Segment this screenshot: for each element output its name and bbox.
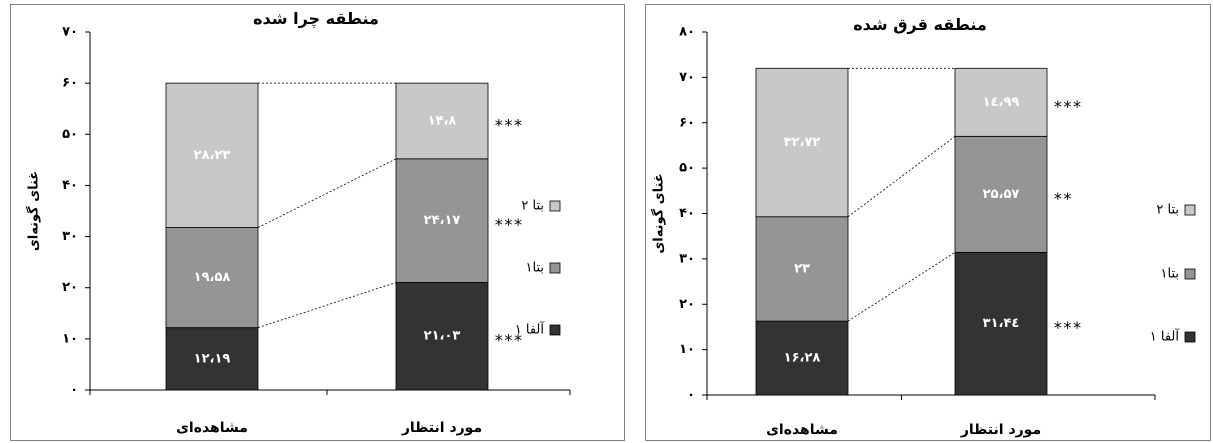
chart-frame xyxy=(645,4,1211,441)
bar-segment xyxy=(165,82,259,228)
bar-segment xyxy=(755,67,849,218)
y-tick-label: ۴۰ xyxy=(62,178,78,193)
bar-segment xyxy=(395,158,489,283)
legend-swatch xyxy=(1184,331,1196,343)
bar-data-label: ۱۶،۲۸ xyxy=(784,351,821,366)
significance-label: *** xyxy=(494,331,523,350)
significance-label: *** xyxy=(1053,97,1082,116)
bar-segment xyxy=(395,282,489,391)
bar-segment xyxy=(395,82,489,160)
legend-swatch xyxy=(1184,268,1196,280)
legend-label: بتا۱ xyxy=(1161,267,1180,282)
legend-label: بتا۱ xyxy=(526,261,545,276)
bar-segment xyxy=(954,135,1048,253)
legend-label: بتا ۲ xyxy=(1156,203,1179,218)
bar-data-label: ۱۲،۱۹ xyxy=(194,351,231,366)
legend-label: آلفا ۱ xyxy=(1150,328,1181,345)
significance-label: *** xyxy=(494,115,523,134)
y-tick-label: ۸۰ xyxy=(679,25,695,40)
bar-data-label: ۱۴،۸ xyxy=(428,113,457,128)
bar-segment xyxy=(954,67,1048,137)
x-category-label: مورد انتظار xyxy=(401,420,482,436)
y-tick-label: ۴۰ xyxy=(679,206,695,221)
y-axis-label: غنای گونه‌ای xyxy=(26,171,42,251)
y-tick-label: ۵۰ xyxy=(62,127,78,142)
significance-label: *** xyxy=(494,215,523,234)
bar-segment xyxy=(165,327,259,391)
y-tick-label: ۰ xyxy=(687,388,695,403)
legend-swatch xyxy=(1184,204,1196,216)
chart-svg: منطقه قرق شده غنای گونه‌ای ۰ ۱۰ ۲۰ ۳۰ ۴۰ ۵۰ ۶۰ ۷۰… xyxy=(645,4,1211,441)
series-connector-line xyxy=(257,282,397,329)
legend-swatch xyxy=(549,324,561,336)
y-tick-label: ۳۰ xyxy=(62,229,78,244)
x-category-label: مشاهده‌ای xyxy=(766,422,838,438)
y-tick-label: ۷۰ xyxy=(62,25,78,40)
legend-label: بتا ۲ xyxy=(521,199,544,214)
bar-data-label: ۳۲،۷۲ xyxy=(784,135,821,150)
chart-panel-grazed: منطقه چرا شده غنای گونه‌ای ۰ ۱۰ ۲۰ ۳۰ ۴۰ ۵۰ ۶۰ ۷۰… xyxy=(10,0,625,441)
y-axis-label: غنای گونه‌ای xyxy=(651,173,667,253)
bar-segment xyxy=(755,216,849,322)
significance-label: ** xyxy=(1053,189,1072,208)
bar-data-label: ۱۹،۵۸ xyxy=(194,270,231,285)
bar-data-label: ۲۸،۲۳ xyxy=(194,148,231,163)
y-tick-label: ۰ xyxy=(70,383,78,398)
legend-label: آلفا ۱ xyxy=(515,321,546,338)
y-tick-label: ۱۰ xyxy=(679,342,695,357)
chart-panel-enclosed: منطقه قرق شده غنای گونه‌ای ۰ ۱۰ ۲۰ ۳۰ ۴۰ ۵۰ ۶۰ ۷۰… xyxy=(645,0,1211,441)
x-category-label: مشاهده‌ای xyxy=(176,420,248,436)
bar-segment xyxy=(954,251,1048,396)
series-connector-line xyxy=(257,158,397,228)
y-tick-label: ۶۰ xyxy=(679,115,695,130)
significance-label: *** xyxy=(1053,318,1082,337)
bar-data-label: ۲۱،۰۳ xyxy=(424,329,461,344)
bar-segment xyxy=(165,227,259,329)
bar-segment xyxy=(755,320,849,396)
legend-swatch xyxy=(549,262,561,274)
bar-data-label: ۱٤،۹۹ xyxy=(983,95,1020,110)
y-tick-label: ۶۰ xyxy=(62,76,78,91)
bar-data-label: ۲۳ xyxy=(794,261,810,276)
bar-data-label: ۳۱،۴٤ xyxy=(983,316,1020,331)
chart-title: منطقه قرق شده xyxy=(853,15,987,34)
y-tick-label: ۱۰ xyxy=(62,331,78,346)
legend-swatch xyxy=(549,200,561,212)
bar-data-label: ۲۴،۱۷ xyxy=(424,213,461,228)
chart-title: منطقه چرا شده xyxy=(253,9,379,29)
y-tick-label: ۳۰ xyxy=(679,251,695,266)
chart-frame xyxy=(10,4,625,441)
y-tick-label: ۲۰ xyxy=(679,297,695,312)
y-tick-label: ۷۰ xyxy=(679,70,695,85)
chart-svg: منطقه چرا شده غنای گونه‌ای ۰ ۱۰ ۲۰ ۳۰ ۴۰ ۵۰ ۶۰ ۷۰… xyxy=(10,4,625,441)
bar-data-label: ۲۵،۵۷ xyxy=(983,187,1020,202)
x-category-label: مورد انتظار xyxy=(960,422,1041,438)
y-tick-label: ۲۰ xyxy=(62,280,78,295)
y-tick-label: ۵۰ xyxy=(679,161,695,176)
series-connector-line xyxy=(847,252,956,322)
